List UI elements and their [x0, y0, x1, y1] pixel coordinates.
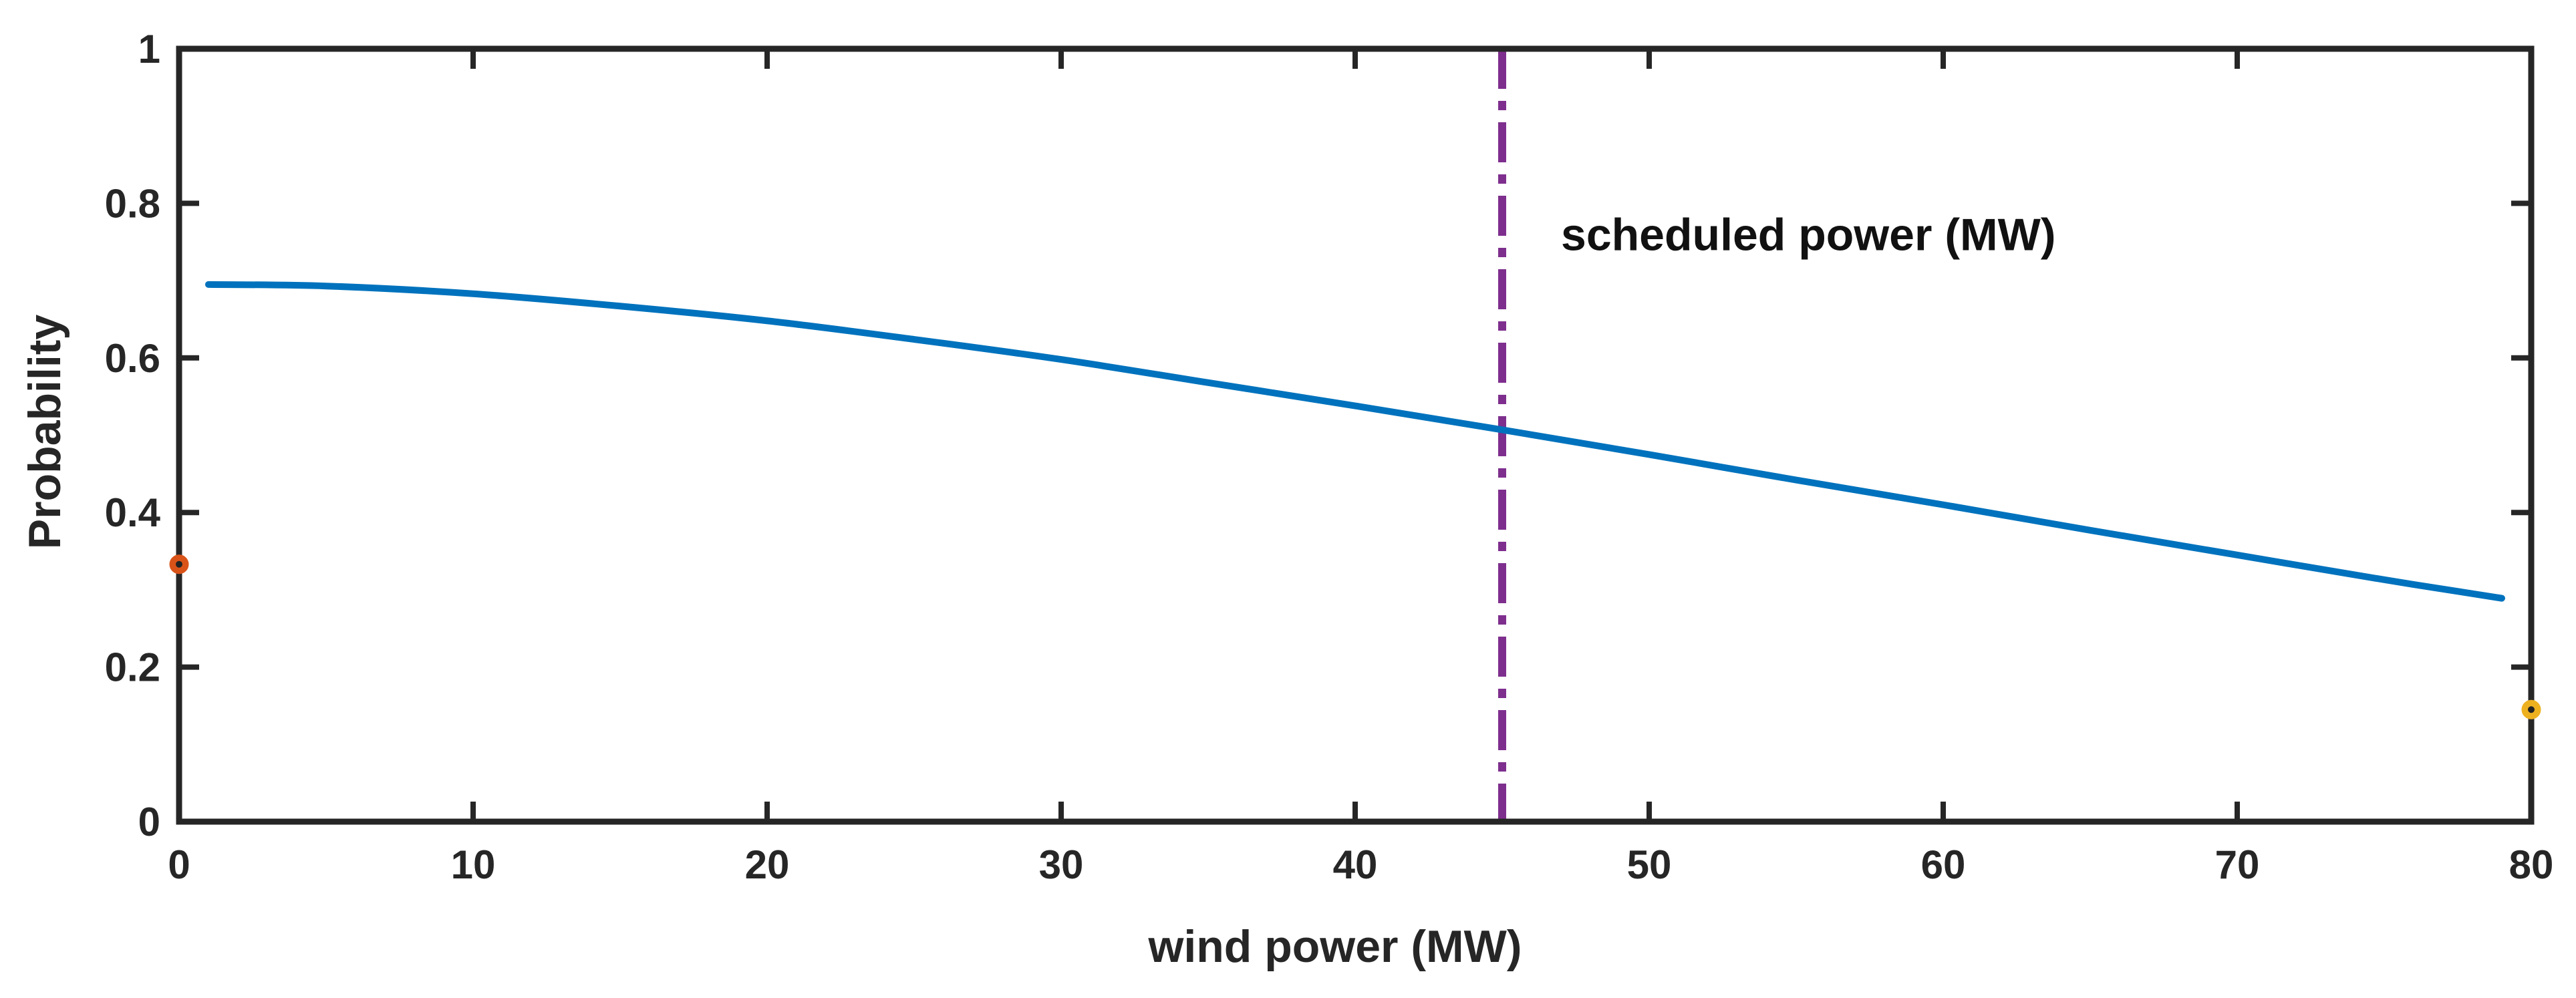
x-tick-label: 30 [1039, 842, 1084, 887]
series-layer [205, 49, 2505, 822]
x-tick-label: 50 [1627, 842, 1672, 887]
annotation-scheduled-power: scheduled power (MW) [1561, 210, 2055, 261]
y-tick-label: 0.6 [105, 336, 160, 381]
x-tick-label: 20 [745, 842, 790, 887]
x-tick-label: 70 [2215, 842, 2260, 887]
y-tick-label: 0.4 [105, 490, 161, 535]
y-tick-label: 0.2 [105, 645, 160, 690]
plot-frame [176, 45, 2535, 825]
y-tick-label: 1 [138, 27, 160, 71]
points-layer [169, 554, 2541, 719]
x-tick-label: 0 [168, 842, 190, 887]
x-axis-label: wind power (MW) [1147, 921, 1522, 972]
probability-curve [205, 281, 2505, 602]
probability-point-center [176, 560, 182, 568]
x-tick-label: 10 [451, 842, 496, 887]
x-tick-label: 40 [1333, 842, 1378, 887]
y-tick-label: 0 [138, 800, 160, 844]
x-tick-label: 80 [2509, 842, 2554, 887]
y-axis-label: Probability [19, 315, 70, 550]
tick-labels-layer: 0 10 20 30 40 50 60 70 80 0 0.2 0.4 0.6 0.8 1 [105, 27, 2554, 887]
x-tick-label: 60 [1921, 842, 1966, 887]
y-tick-label: 0.8 [105, 181, 160, 226]
probability-point-center [2528, 706, 2535, 713]
